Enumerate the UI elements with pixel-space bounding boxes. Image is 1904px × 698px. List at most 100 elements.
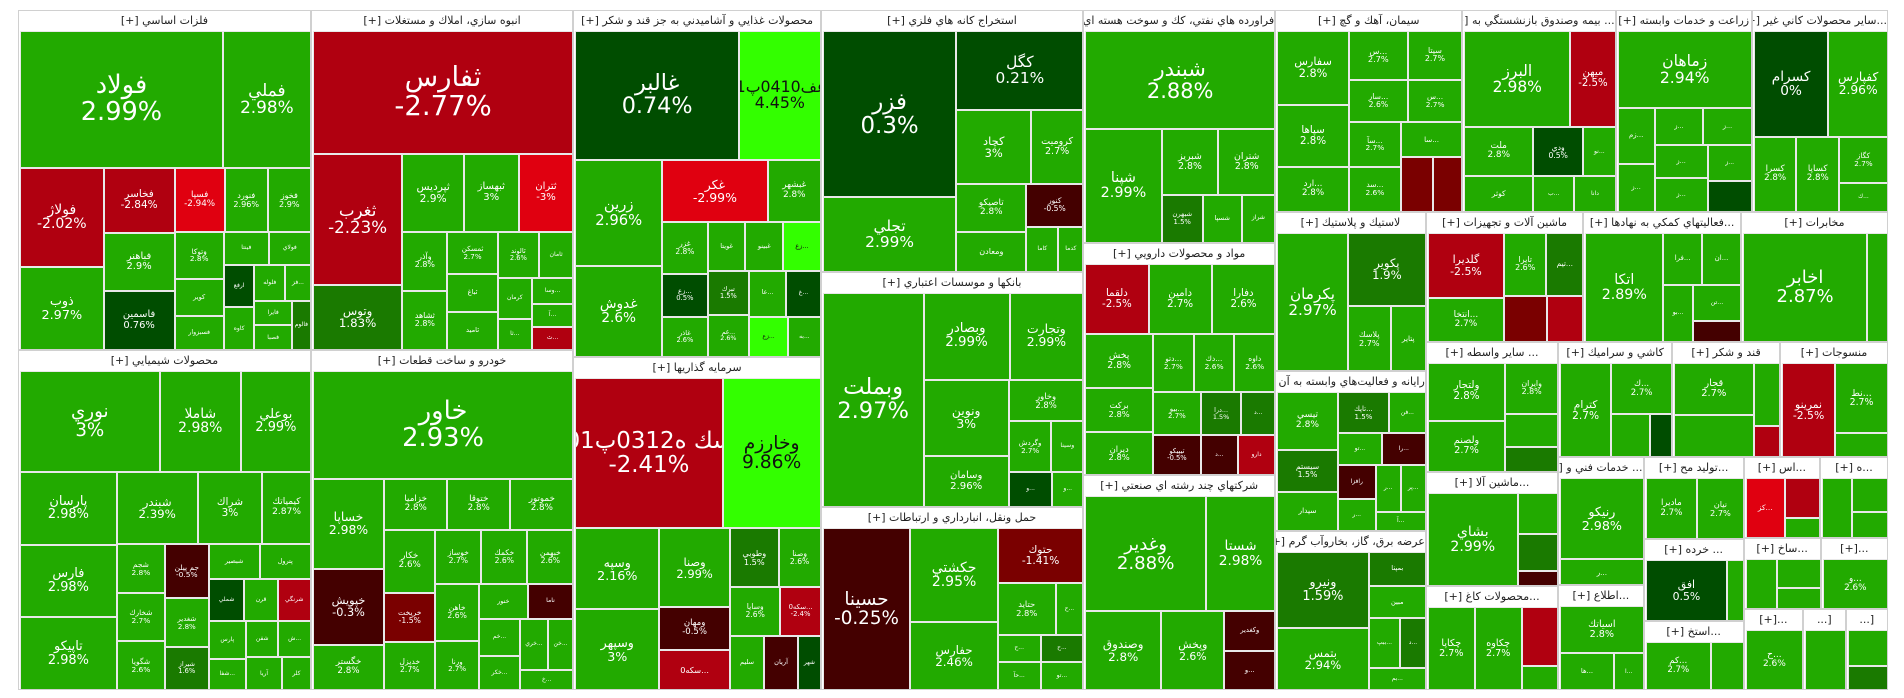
stock-tile[interactable]: [1710, 642, 1743, 689]
stock-tile[interactable]: [1852, 477, 1887, 513]
stock-tile[interactable]: ختوقا 2.8%: [447, 478, 511, 530]
stock-tile[interactable]: ...را: [1381, 433, 1425, 466]
stock-tile[interactable]: ...خم: [478, 619, 521, 656]
stock-tile[interactable]: ...د: [1400, 618, 1425, 668]
stock-tile[interactable]: ...تيم: [1546, 232, 1583, 296]
sector-header[interactable]: ...ساير محصولات كاني غير [+]: [1752, 11, 1887, 31]
stock-tile[interactable]: ...ر: [1560, 559, 1643, 585]
stock-tile[interactable]: ثامان: [538, 231, 573, 279]
stock-tile[interactable]: تاصيكو 2.8%: [956, 184, 1027, 232]
stock-tile[interactable]: ...ز: [1617, 163, 1655, 211]
stock-tile[interactable]: وايران 2.8%: [1505, 363, 1558, 414]
sector-header[interactable]: مواد و محصولات دارويي [+]: [1084, 243, 1275, 264]
stock-tile[interactable]: اخابر 2.87%: [1742, 232, 1868, 342]
stock-tile[interactable]: ودي 0.5%: [1533, 127, 1584, 177]
stock-tile[interactable]: وگردش 2.7%: [1008, 421, 1052, 473]
stock-tile[interactable]: كسرام 0%: [1753, 31, 1829, 138]
stock-tile[interactable]: ...س 2.7%: [1407, 79, 1462, 123]
sector-header[interactable]: بانكها و موسسات اعتباري [+]: [821, 272, 1083, 293]
sector-header[interactable]: ...توليد مح [+]: [1644, 457, 1743, 478]
stock-tile[interactable]: كوير: [174, 278, 224, 317]
sector-header[interactable]: ...[+]: [1744, 610, 1803, 631]
stock-tile[interactable]: كدما: [1058, 226, 1083, 271]
stock-tile[interactable]: [1776, 558, 1820, 588]
stock-tile[interactable]: ونوين 3%: [923, 380, 1009, 457]
stock-tile[interactable]: خكار 2.6%: [384, 529, 436, 594]
stock-tile[interactable]: زماهان 2.94%: [1617, 31, 1751, 109]
stock-tile[interactable]: رنيكو 2.98%: [1560, 477, 1643, 560]
sector-header[interactable]: محصولات شيميايي [+]: [19, 351, 310, 371]
stock-tile[interactable]: شغدير 2.8%: [165, 598, 209, 647]
stock-tile[interactable]: بشاي 2.99%: [1427, 493, 1518, 586]
stock-tile[interactable]: شبهرن 1.5%: [1161, 194, 1203, 242]
stock-tile[interactable]: فلوله: [254, 264, 286, 301]
stock-tile[interactable]: كترام 2.7%: [1560, 363, 1612, 456]
stock-tile[interactable]: ماديرا 2.7%: [1645, 477, 1698, 539]
stock-tile[interactable]: كيمياتك 2.87%: [262, 471, 310, 545]
stock-tile[interactable]: [1693, 320, 1740, 342]
stock-tile[interactable]: [1727, 560, 1743, 621]
stock-tile[interactable]: وصنا 2.6%: [778, 528, 820, 587]
stock-tile[interactable]: ...حآ: [997, 662, 1041, 689]
stock-tile[interactable]: [1433, 156, 1462, 211]
stock-tile[interactable]: ...آ: [1375, 511, 1425, 530]
stock-tile[interactable]: ديران 2.8%: [1085, 431, 1154, 475]
stock-tile[interactable]: ...ببپ: [1368, 618, 1401, 668]
sector-header[interactable]: استخراج كانه هاي فلزي [+]: [821, 11, 1083, 31]
stock-tile[interactable]: [1505, 446, 1558, 472]
stock-tile[interactable]: ...شفا: [208, 658, 247, 689]
stock-tile[interactable]: تجلي 2.99%: [822, 196, 957, 271]
stock-tile[interactable]: كاوه: [223, 307, 255, 349]
stock-tile[interactable]: [1611, 414, 1650, 456]
stock-tile[interactable]: نوري 3%: [20, 371, 160, 472]
stock-tile[interactable]: [1784, 477, 1820, 518]
stock-tile[interactable]: ثالوند 2.6%: [497, 231, 539, 279]
stock-tile[interactable]: ...ز: [1654, 144, 1708, 179]
stock-tile[interactable]: [1521, 666, 1558, 689]
stock-tile[interactable]: تيپيكو -0.5%: [1153, 435, 1201, 475]
stock-tile[interactable]: دامين 2.7%: [1148, 263, 1212, 334]
stock-tile[interactable]: ...سكه0 -2.4%: [780, 586, 820, 636]
stock-tile[interactable]: شبندر 2.39%: [116, 471, 198, 545]
stock-tile[interactable]: ...زع: [783, 221, 820, 271]
sector-header[interactable]: ...اطلاع [+]: [1559, 586, 1643, 607]
stock-tile[interactable]: قجار 2.7%: [1674, 363, 1754, 416]
stock-tile[interactable]: بتمس 2.94%: [1277, 628, 1369, 689]
stock-tile[interactable]: كلر: [282, 657, 310, 689]
stock-tile[interactable]: ...كم 2.7%: [1645, 642, 1711, 689]
stock-tile[interactable]: فارس 2.98%: [20, 544, 117, 618]
stock-tile[interactable]: ناما: [527, 583, 573, 620]
sector-header[interactable]: ... بيمه وصندوق بازنشستگي به [+]: [1463, 11, 1615, 31]
stock-tile[interactable]: ...سآ 2.7%: [1349, 122, 1401, 167]
stock-tile[interactable]: غبشهر 2.8%: [767, 159, 820, 222]
sector-header[interactable]: كاشي و سراميك [+]: [1559, 343, 1672, 364]
stock-tile[interactable]: ...زع: [748, 316, 789, 356]
stock-tile[interactable]: شراز: [1241, 194, 1275, 242]
stock-tile[interactable]: فولاي: [268, 232, 310, 265]
stock-tile[interactable]: خموتور 2.8%: [510, 478, 573, 530]
stock-tile[interactable]: ثپرديس 2.9%: [402, 153, 464, 232]
stock-tile[interactable]: شبريز 2.8%: [1161, 128, 1219, 195]
sector-header[interactable]: فراورده هاي نفتي، كك و سوخت هسته اي [+]: [1084, 11, 1275, 31]
sector-header[interactable]: ...اس [+]: [1744, 457, 1820, 478]
stock-tile[interactable]: ...ثا: [497, 318, 532, 349]
stock-tile[interactable]: فصبا: [254, 325, 292, 349]
stock-tile[interactable]: ...تاپك 1.5%: [1337, 392, 1389, 434]
stock-tile[interactable]: فايرا: [254, 300, 292, 326]
sector-header[interactable]: سيمان، آهك و گچ [+]: [1276, 11, 1462, 31]
stock-tile[interactable]: [1649, 414, 1672, 456]
stock-tile[interactable]: ...زع 0.5%: [662, 273, 708, 317]
stock-tile[interactable]: [1753, 425, 1780, 456]
stock-tile[interactable]: حفارس 2.46%: [910, 622, 998, 689]
stock-tile[interactable]: پتاير: [1390, 306, 1425, 371]
stock-tile[interactable]: ...غم 2.6%: [707, 315, 749, 356]
stock-tile[interactable]: ...ث: [531, 326, 573, 349]
stock-tile[interactable]: ...فرا: [1663, 232, 1703, 286]
stock-tile[interactable]: شراك 3%: [197, 471, 263, 545]
stock-tile[interactable]: كچاد 3%: [956, 109, 1032, 185]
stock-tile[interactable]: ...و 2.6%: [1822, 558, 1887, 609]
stock-tile[interactable]: كرمان: [497, 278, 532, 319]
stock-tile[interactable]: ...خري: [520, 619, 548, 670]
stock-tile[interactable]: خساپا 2.98%: [312, 478, 385, 570]
stock-tile[interactable]: [1517, 534, 1558, 571]
